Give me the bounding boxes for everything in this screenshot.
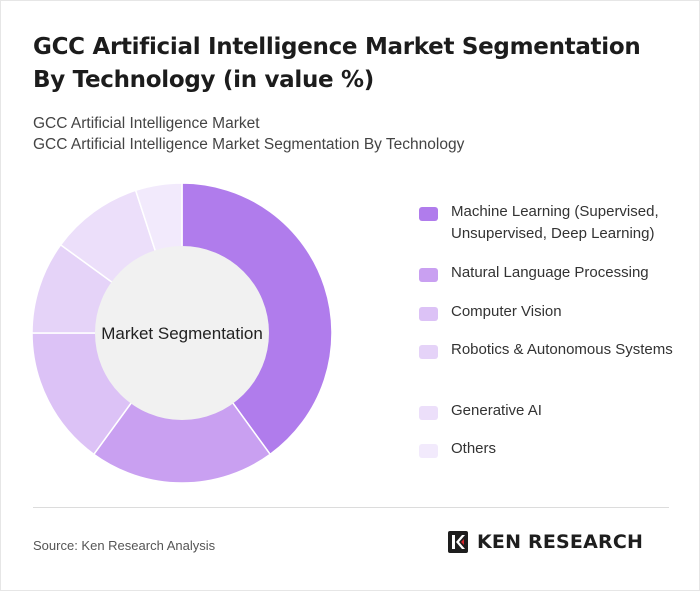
legend-swatch: [419, 307, 438, 321]
donut-center-label: Market Segmentation: [101, 324, 263, 343]
legend-swatch: [419, 207, 438, 221]
logo-wordmark: KEN RESEARCH: [477, 531, 644, 553]
legend-label: Others: [451, 440, 497, 457]
donut-chart: Market Segmentation: [31, 182, 333, 484]
ken-research-logo: KEN RESEARCH: [447, 530, 643, 554]
chart-title: GCC Artificial Intelligence Market Segme…: [33, 34, 641, 93]
donut-hole: [95, 246, 269, 420]
legend-swatch: [419, 345, 438, 359]
legend-swatch: [419, 444, 438, 458]
legend-item: Machine Learning (Supervised, Unsupervis…: [419, 201, 681, 245]
legend-item: Generative AI: [419, 400, 681, 422]
legend-label: Machine Learning (Supervised, Unsupervis…: [451, 203, 659, 242]
legend-item: Robotics & Autonomous Systems: [419, 339, 681, 361]
legend-item: Natural Language Processing: [419, 262, 681, 284]
source-note: Source: Ken Research Analysis: [33, 538, 216, 553]
chart-subtitle-market: GCC Artificial Intelligence Market: [33, 115, 260, 132]
legend-label: Generative AI: [451, 402, 542, 419]
ken-research-k-icon: [448, 531, 468, 553]
legend-item: Computer Vision: [419, 301, 681, 323]
legend-swatch: [419, 268, 438, 282]
legend-item: Others: [419, 438, 681, 460]
legend-label: Computer Vision: [451, 303, 562, 320]
legend-label: Natural Language Processing: [451, 264, 649, 281]
chart-subtitle-segmentation: GCC Artificial Intelligence Market Segme…: [33, 136, 465, 153]
legend-swatch: [419, 406, 438, 420]
legend-label: Robotics & Autonomous Systems: [451, 341, 673, 358]
footer-divider: [33, 507, 669, 508]
